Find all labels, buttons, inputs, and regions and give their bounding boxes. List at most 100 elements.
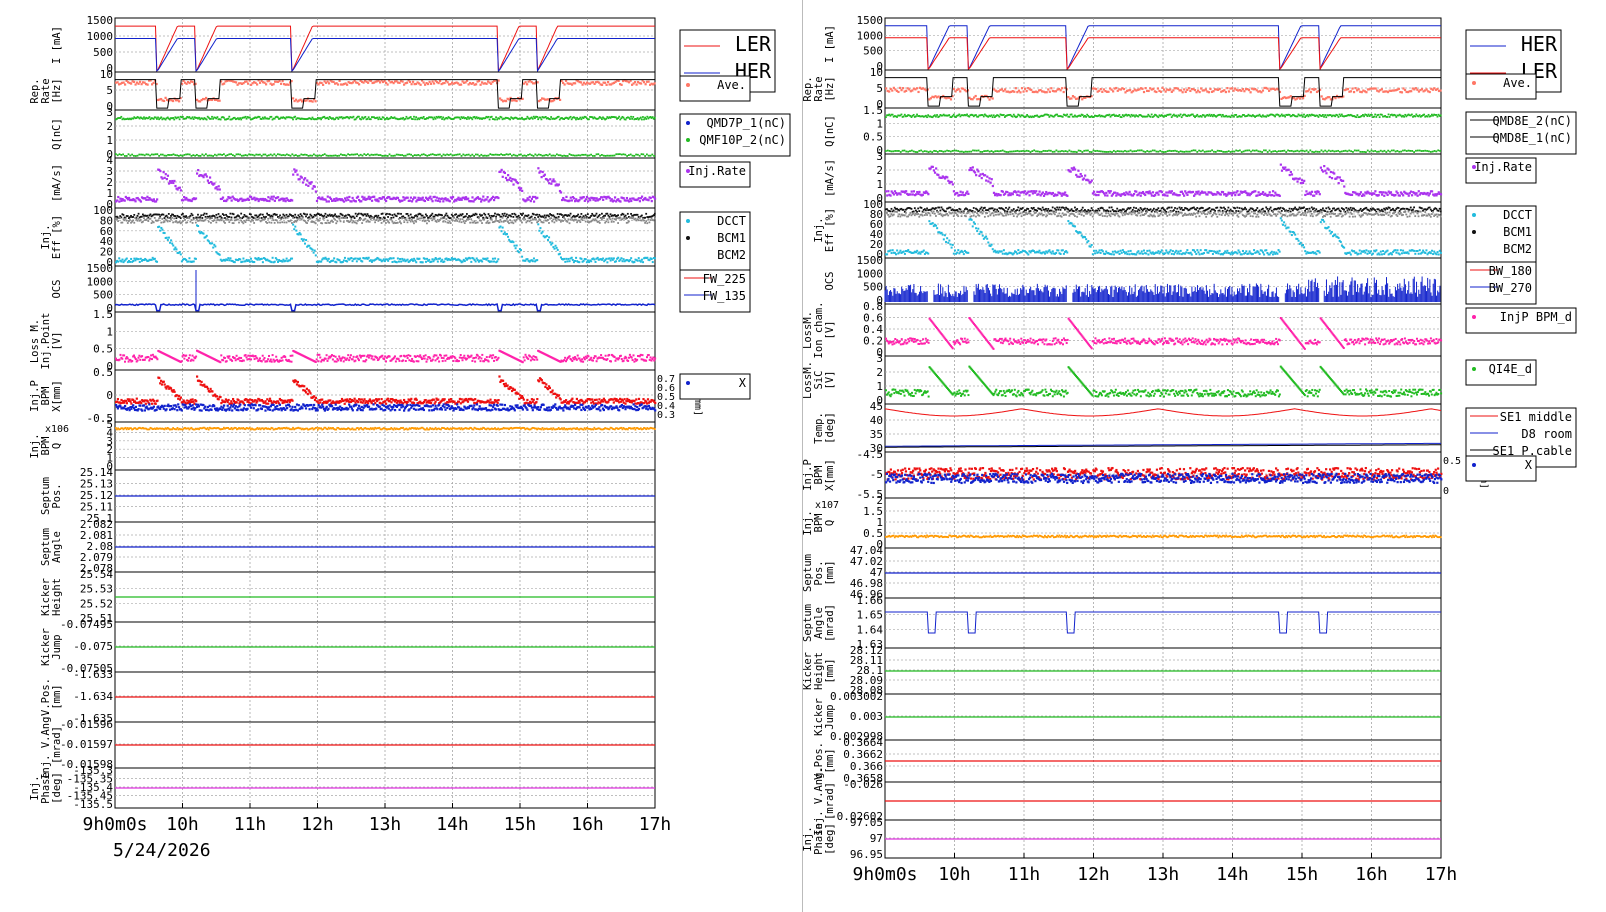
left-q-point-b	[467, 153, 470, 156]
left-bcm1-point	[456, 216, 459, 219]
left-inj-rate-point	[307, 184, 310, 187]
left-q-point-a	[257, 115, 260, 118]
left-dcct-point	[586, 259, 589, 262]
left-q-point-a	[316, 116, 319, 119]
left-dcct-point	[242, 257, 245, 260]
left-bpm-y-point	[523, 404, 526, 407]
left-dcct-point	[138, 260, 141, 263]
left-bcm1-point	[296, 216, 299, 219]
left-bpm-x-point	[630, 401, 633, 404]
left-bcm2-point	[271, 217, 274, 220]
left-bcm1-point	[558, 213, 561, 216]
left-bpm-x-point	[178, 398, 182, 401]
left-loss-point	[620, 358, 623, 361]
left-bpm-y-point	[295, 403, 299, 406]
left-dcct-point	[399, 258, 402, 261]
left-inj-rate-point	[431, 200, 434, 203]
left-bpm-y-point	[137, 408, 140, 411]
left-dcct-point	[496, 260, 499, 263]
left-loss-point	[563, 359, 566, 362]
left-bcm1-point	[605, 212, 608, 215]
left-inj-rate-point	[460, 198, 463, 201]
left-rep-rate-point	[386, 83, 389, 86]
left-bcm2-point	[509, 219, 511, 222]
left-q-point-a	[136, 116, 139, 118]
left-inj-rate-point	[247, 198, 251, 202]
left-q-point-b	[323, 153, 326, 156]
left-bcm1-point	[501, 213, 504, 215]
left-bpm-y-point	[412, 407, 416, 410]
left-inj-rate-point	[388, 196, 391, 199]
left-dcct-point	[181, 258, 184, 261]
left-inj-rate-point	[511, 177, 514, 181]
left-q-point-b	[251, 153, 254, 156]
left-bcm1-point	[502, 214, 505, 217]
left-bcm2-point	[187, 216, 190, 219]
left-bcm2-point	[169, 220, 171, 223]
left-loss-point	[274, 359, 277, 362]
left-bpm-y-point	[498, 408, 501, 412]
left-ytick: 0.5	[93, 366, 113, 379]
left-bpm-x-point	[613, 397, 616, 400]
left-bcm2-point	[515, 218, 518, 221]
left-rep-rate-point	[196, 98, 199, 101]
left-q-point-b	[572, 154, 574, 157]
left-loss-point	[392, 357, 395, 360]
left-bcm1-point	[610, 215, 613, 217]
left-rep-rate-point	[292, 97, 295, 100]
left-bpm-x-point	[603, 399, 606, 402]
left-bcm2-point	[356, 219, 359, 222]
left-bcm1-point	[575, 215, 577, 218]
left-bpm-x-point	[245, 398, 248, 401]
left-dcct-point	[184, 258, 187, 261]
left-dcct-point	[247, 259, 250, 262]
left-bpm-x-point	[124, 399, 128, 403]
left-bpm-y-point	[388, 404, 391, 407]
left-dcct-point	[545, 234, 548, 237]
left-legend-box	[679, 269, 751, 313]
left-q-point-b	[577, 154, 580, 157]
left-q-point-b	[511, 154, 513, 157]
left-loss-point	[608, 353, 611, 356]
left-inj-rate-point	[231, 195, 234, 198]
left-dcct-point	[154, 260, 157, 263]
left-q-point-a	[435, 115, 438, 118]
left-dcct-point	[333, 257, 336, 260]
left-q-point-a	[201, 117, 204, 120]
left-q-point-a	[453, 117, 455, 120]
left-bcm1-point	[308, 216, 311, 219]
left-bpm-x-point	[203, 383, 206, 386]
left-inj-rate-point	[126, 198, 130, 201]
left-q-point-a	[295, 118, 298, 121]
left-dcct-point	[165, 236, 168, 239]
left-rep-rate-point	[400, 79, 403, 82]
left-bcm1-point	[311, 216, 314, 219]
left-dcct-point	[240, 261, 243, 264]
left-loss-point	[633, 360, 636, 363]
left-dcct-point	[224, 259, 227, 262]
left-bpm-y-point	[215, 407, 218, 410]
left-dcct-point	[517, 251, 520, 254]
left-q-point-a	[286, 116, 289, 119]
left-bpm-y-point	[241, 409, 245, 412]
left-q-point-b	[327, 154, 330, 157]
left-dcct-point	[223, 258, 225, 261]
left-q-point-b	[606, 154, 609, 157]
left-q-point-a	[427, 117, 429, 120]
left-inj-rate-point	[241, 199, 244, 203]
left-q-point-a	[325, 117, 328, 119]
left-rep-rate-point	[146, 83, 149, 86]
left-bpm-y-point	[491, 408, 494, 411]
left-inj-rate-point	[610, 198, 613, 201]
left-q-point-a	[557, 115, 560, 118]
left-rep-rate-point	[575, 79, 578, 82]
left-inj-rate-point	[423, 199, 427, 203]
left-dcct-point	[432, 260, 435, 263]
left-q-point-a	[120, 115, 123, 118]
left-dcct-point	[500, 230, 503, 233]
left-q-point-a	[284, 117, 287, 120]
left-bcm1-point	[298, 215, 301, 218]
left-inj-rate-point	[602, 198, 605, 201]
left-loss-point	[367, 356, 370, 359]
left-bpm-y-point	[168, 405, 171, 408]
